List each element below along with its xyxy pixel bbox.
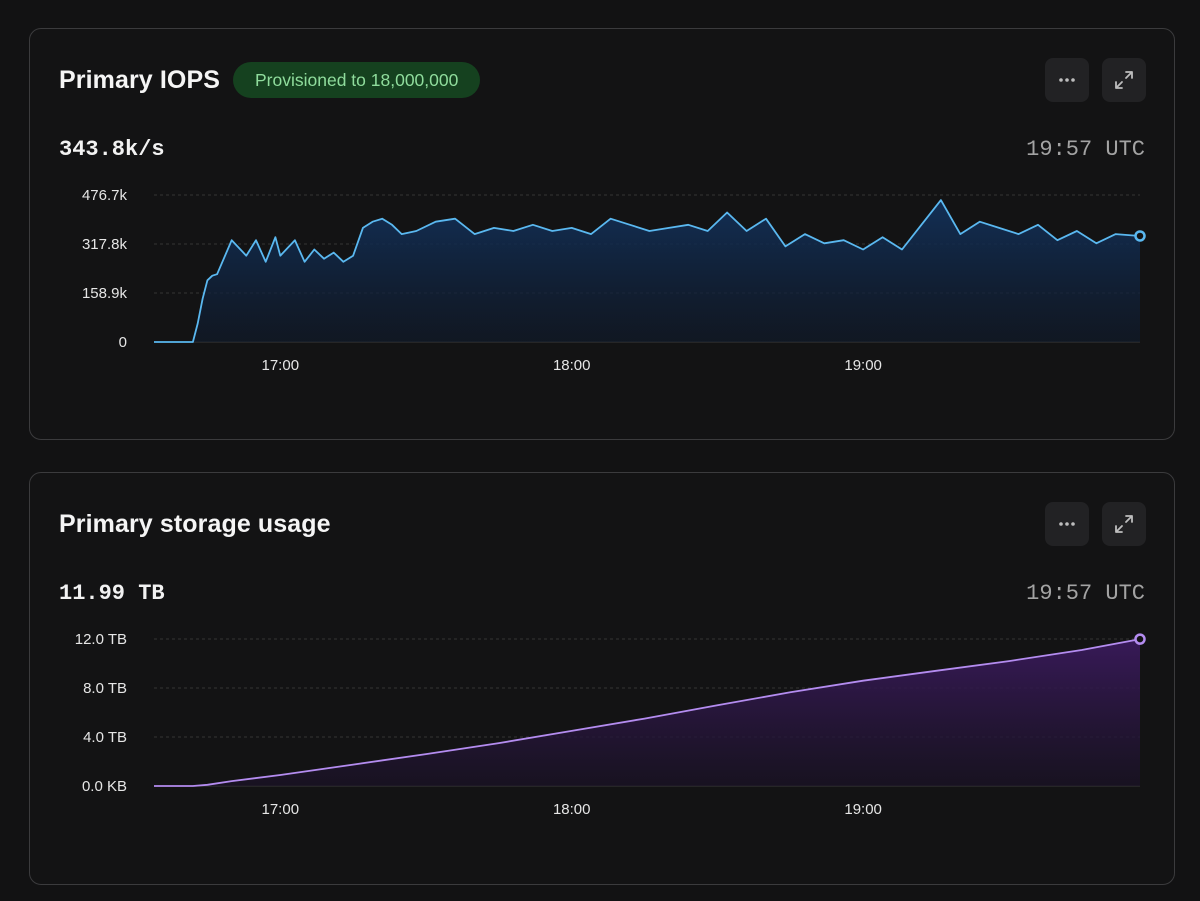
latest-point-marker (1134, 633, 1146, 645)
y-tick-label: 4.0 TB (83, 729, 127, 746)
latest-point-marker (1134, 230, 1146, 242)
expand-icon (1115, 515, 1133, 533)
series-line (154, 199, 1141, 343)
x-tick-label: 17:00 (262, 801, 300, 818)
x-tick-label: 19:00 (844, 357, 882, 374)
y-tick-label: 0.0 KB (82, 778, 127, 795)
x-tick-label: 19:00 (844, 801, 882, 818)
series-area (154, 200, 1140, 342)
x-tick-label: 18:00 (553, 357, 591, 374)
ellipsis-icon (1059, 522, 1075, 526)
iops-chart: 0 158.9k 317.8k 476.7k 17:00 18:00 19:00 (82, 187, 1146, 374)
more-options-button[interactable] (1045, 58, 1089, 102)
provisioned-badge: Provisioned to 18,000,000 (233, 62, 481, 98)
card-title: Primary IOPS (59, 66, 221, 94)
y-tick-label: 8.0 TB (83, 680, 127, 697)
current-iops-value: 343.8k/s (59, 137, 165, 162)
x-tick-label: 18:00 (553, 801, 591, 818)
series-area (154, 639, 1140, 786)
iops-card: Primary IOPS Provisioned to 18,000,000 3… (29, 28, 1175, 440)
series-line (154, 638, 1141, 787)
y-tick-label: 0 (119, 334, 127, 351)
y-tick-label: 12.0 TB (75, 631, 127, 648)
y-tick-label: 158.9k (82, 285, 128, 302)
current-storage-value: 11.99 TB (59, 581, 165, 606)
current-time: 19:57 UTC (1026, 581, 1145, 606)
expand-button[interactable] (1102, 58, 1146, 102)
x-tick-label: 17:00 (262, 357, 300, 374)
more-options-button[interactable] (1045, 502, 1089, 546)
y-tick-label: 317.8k (82, 236, 128, 253)
ellipsis-icon (1059, 78, 1075, 82)
y-tick-label: 476.7k (82, 187, 128, 204)
current-time: 19:57 UTC (1026, 137, 1145, 162)
storage-chart: 0.0 KB 4.0 TB 8.0 TB 12.0 TB 17:00 18:00 19:00 (75, 631, 1146, 818)
expand-icon (1115, 71, 1133, 89)
card-title: Primary storage usage (59, 510, 331, 538)
storage-card: Primary storage usage 11.99 TB 19:57 UTC… (29, 472, 1175, 885)
expand-button[interactable] (1102, 502, 1146, 546)
